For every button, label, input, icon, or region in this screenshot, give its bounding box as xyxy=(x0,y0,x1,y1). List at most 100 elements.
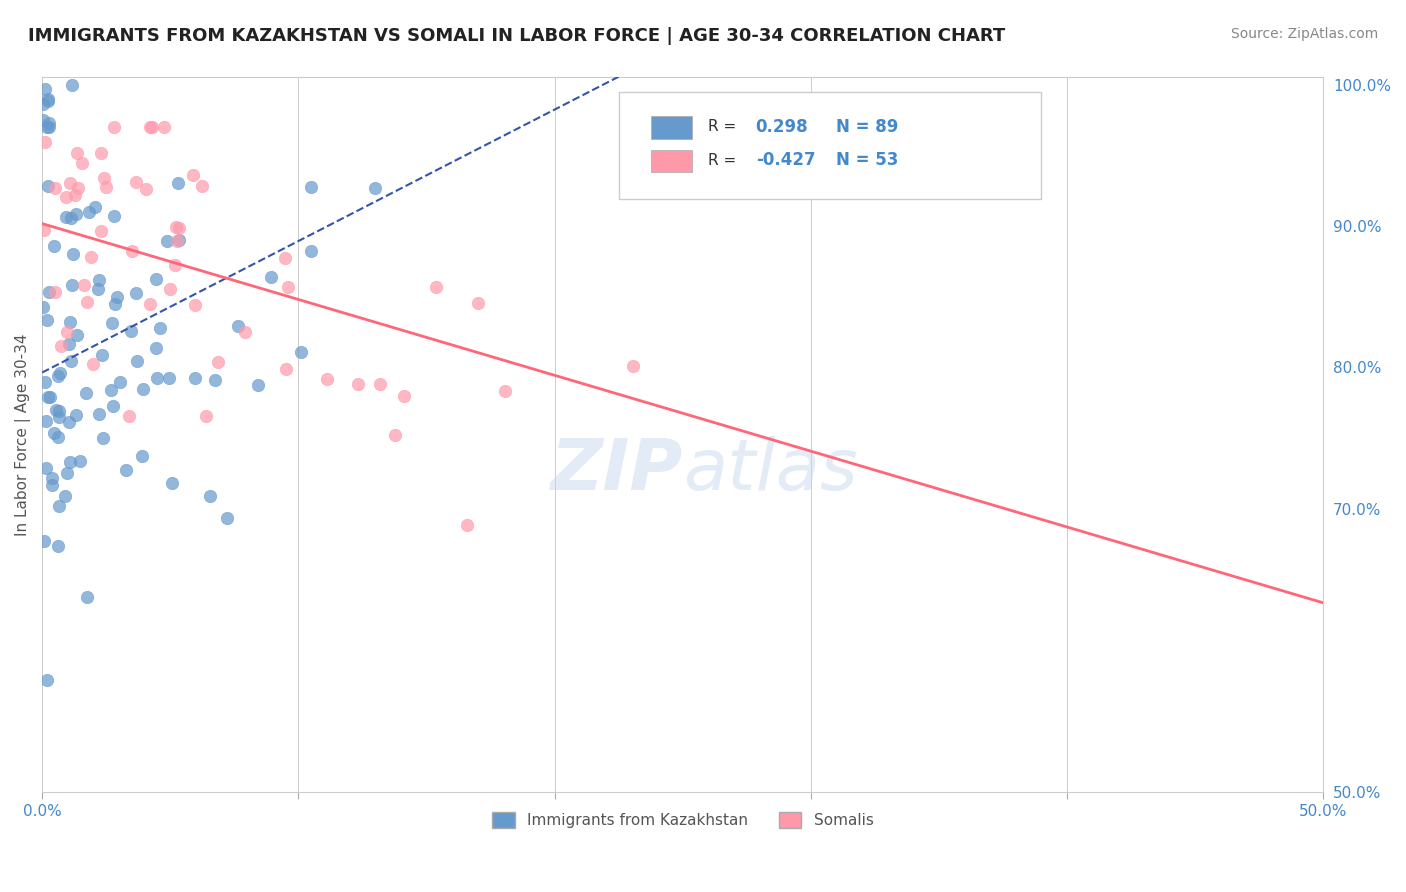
Point xyxy=(346,377,368,392)
Point xyxy=(45,402,67,417)
Point xyxy=(392,389,415,403)
Point xyxy=(100,384,122,398)
Point xyxy=(59,315,82,329)
Point xyxy=(59,176,82,190)
Point xyxy=(42,239,65,253)
Point xyxy=(37,673,59,687)
Text: 0.298: 0.298 xyxy=(755,118,808,136)
Point xyxy=(46,539,69,553)
Point xyxy=(49,367,72,381)
Point xyxy=(48,410,70,425)
Text: atlas: atlas xyxy=(683,436,858,505)
Point xyxy=(58,337,80,351)
Point xyxy=(260,270,283,285)
Point xyxy=(93,171,115,186)
Point xyxy=(368,376,391,391)
Point xyxy=(103,120,125,134)
Point xyxy=(425,280,447,294)
Point xyxy=(59,354,82,368)
Point xyxy=(160,475,183,490)
Point xyxy=(37,312,59,326)
Text: R =: R = xyxy=(709,120,737,134)
Point xyxy=(456,518,478,533)
Point xyxy=(138,120,160,134)
Point xyxy=(69,454,91,468)
FancyBboxPatch shape xyxy=(619,92,1042,199)
Point xyxy=(46,430,69,444)
Point xyxy=(233,325,256,339)
Point xyxy=(66,181,89,195)
Point xyxy=(31,300,53,314)
Point xyxy=(42,426,65,441)
Point xyxy=(183,298,205,312)
Point xyxy=(65,206,87,220)
Point xyxy=(145,341,167,355)
Point xyxy=(131,449,153,463)
Point xyxy=(41,471,63,485)
Point xyxy=(215,511,238,525)
Point xyxy=(55,190,77,204)
Point xyxy=(34,135,56,149)
FancyBboxPatch shape xyxy=(651,150,692,172)
FancyBboxPatch shape xyxy=(651,116,692,139)
Point xyxy=(121,244,143,259)
Point xyxy=(149,320,172,334)
Point xyxy=(118,409,141,424)
Point xyxy=(135,182,157,196)
Point xyxy=(125,286,148,301)
Point xyxy=(301,179,323,194)
Text: Source: ZipAtlas.com: Source: ZipAtlas.com xyxy=(1230,27,1378,41)
Point xyxy=(494,384,516,398)
Point xyxy=(41,477,63,491)
Point xyxy=(181,168,204,182)
Point xyxy=(53,489,76,503)
Text: N = 89: N = 89 xyxy=(837,118,898,136)
Point xyxy=(38,120,60,134)
Point xyxy=(207,355,229,369)
Point xyxy=(37,178,59,193)
Point xyxy=(70,156,93,170)
Point xyxy=(80,250,103,264)
Point xyxy=(91,431,114,445)
Point xyxy=(37,94,59,108)
Point xyxy=(125,354,148,368)
Point xyxy=(195,409,218,424)
Point xyxy=(198,490,221,504)
Point xyxy=(169,221,191,235)
Point xyxy=(48,499,70,513)
Point xyxy=(35,120,58,134)
Point xyxy=(101,399,124,413)
Point xyxy=(114,462,136,476)
Y-axis label: In Labor Force | Age 30-34: In Labor Force | Age 30-34 xyxy=(15,334,31,536)
Text: N = 53: N = 53 xyxy=(837,152,898,169)
Point xyxy=(37,390,59,404)
Point xyxy=(58,415,80,429)
Point xyxy=(60,78,83,92)
Point xyxy=(35,414,58,428)
Text: R =: R = xyxy=(709,153,737,168)
Point xyxy=(91,348,114,362)
Point xyxy=(76,590,98,604)
Point xyxy=(90,224,112,238)
Point xyxy=(101,316,124,330)
Point xyxy=(56,467,79,481)
Point xyxy=(63,187,86,202)
Point xyxy=(226,319,249,334)
Point xyxy=(163,258,186,272)
Point xyxy=(159,282,181,296)
Point xyxy=(277,279,299,293)
Point xyxy=(103,210,125,224)
Point xyxy=(62,247,84,261)
Point xyxy=(120,325,142,339)
Point xyxy=(104,296,127,310)
Point xyxy=(290,345,312,359)
Point xyxy=(166,234,188,248)
Point xyxy=(38,285,60,299)
Point xyxy=(273,251,295,265)
Point xyxy=(32,533,55,548)
Point xyxy=(39,390,62,404)
Legend: Immigrants from Kazakhstan, Somalis: Immigrants from Kazakhstan, Somalis xyxy=(485,806,880,834)
Point xyxy=(204,373,226,387)
Point xyxy=(156,234,179,248)
Point xyxy=(131,382,153,396)
